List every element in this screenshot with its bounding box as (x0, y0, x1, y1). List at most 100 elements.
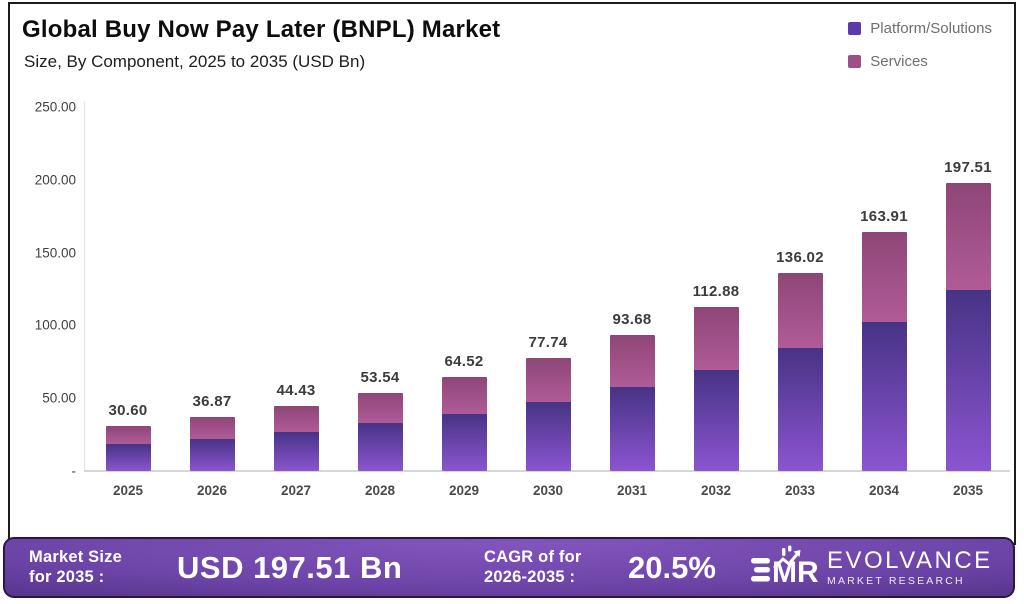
stacked-bar-2028 (357, 393, 403, 471)
bar-group-2031: 93.68 2031 (590, 107, 674, 498)
stacked-bar-2026 (189, 417, 235, 471)
page-title: Global Buy Now Pay Later (BNPL) Market (22, 16, 501, 43)
bar-value-label: 197.51 (944, 159, 992, 177)
stacked-bar-2034 (861, 232, 907, 471)
page-subtitle: Size, By Component, 2025 to 2035 (USD Bn… (24, 52, 366, 71)
legend-label: Services (870, 53, 928, 70)
bar-segment-services (441, 377, 487, 415)
y-tick-label: 150.00 (34, 245, 76, 261)
stacked-bar-2033 (777, 272, 823, 471)
bar-segment-platform (693, 370, 739, 471)
bar-value-label: 53.54 (360, 369, 400, 387)
bar-value-label: 64.52 (444, 353, 484, 371)
chart-card: Global Buy Now Pay Later (BNPL) Market S… (8, 2, 1016, 545)
bar-segment-services (105, 426, 151, 445)
bars-container: 30.60 2025 36.87 2026 44.43 2027 53.54 2028 64.5… (86, 107, 1010, 498)
legend-swatch-services (848, 55, 862, 68)
bar-segment-platform (273, 431, 319, 471)
x-axis-label-2031: 2031 (616, 483, 648, 498)
x-axis-label-2028: 2028 (364, 483, 396, 498)
x-axis-label-2027: 2027 (280, 483, 312, 498)
cagr-label-line1: CAGR of for (484, 547, 582, 566)
stacked-bar-2027 (273, 406, 319, 471)
y-axis-tick-labels: 250.00 200.00 150.00 100.00 50.00 - (10, 100, 76, 479)
bar-segment-platform (525, 401, 571, 471)
x-axis-baseline (84, 470, 1010, 472)
bar-segment-services (945, 183, 991, 291)
market-size-value: USD 197.51 Bn (177, 549, 403, 585)
market-size-label: Market Size for 2035 : (29, 548, 147, 588)
stacked-bar-2025 (105, 426, 151, 471)
legend-swatch-platform (848, 22, 862, 35)
brand-block: M R EVOLVANCE MARKET RESEARCH (750, 545, 993, 591)
bar-group-2027: 44.43 2027 (254, 107, 338, 498)
legend-item-services: Services (848, 53, 992, 70)
bar-segment-platform (945, 290, 991, 471)
bar-group-2029: 64.52 2029 (422, 107, 506, 498)
chart-legend: Platform/Solutions Services (848, 20, 992, 70)
brand-name: EVOLVANCE (827, 546, 993, 574)
bar-value-label: 93.68 (612, 310, 652, 328)
bar-segment-platform (105, 444, 151, 471)
market-size-label-line1: Market Size (29, 547, 122, 566)
bar-value-label: 112.88 (692, 282, 740, 300)
bar-segment-platform (777, 347, 823, 471)
cagr-value: 20.5% (628, 549, 716, 585)
stacked-bar-2032 (693, 306, 739, 471)
market-size-label-line2: for 2035 : (29, 567, 105, 586)
cagr-label: CAGR of for 2026-2035 : (484, 548, 606, 588)
bar-segment-services (777, 272, 823, 348)
bar-segment-platform (861, 321, 907, 471)
bar-segment-platform (357, 423, 403, 471)
legend-item-platform-solutions: Platform/Solutions (848, 20, 992, 37)
legend-label: Platform/Solutions (870, 20, 992, 37)
bar-segment-services (273, 406, 319, 432)
bar-value-label: 77.74 (528, 333, 568, 351)
y-tick-label: 100.00 (34, 317, 76, 333)
y-tick-label: 50.00 (42, 390, 76, 406)
bar-segment-platform (441, 414, 487, 471)
stats-banner: Market Size for 2035 : USD 197.51 Bn CAG… (3, 537, 1015, 598)
bar-group-2033: 136.02 2033 (758, 107, 842, 498)
bar-group-2035: 197.51 2035 (926, 107, 1010, 498)
svg-text:R: R (797, 556, 818, 589)
y-tick-label: - (71, 463, 77, 479)
bar-value-label: 163.91 (860, 208, 908, 226)
bar-group-2025: 30.60 2025 (86, 107, 170, 498)
bar-group-2034: 163.91 2034 (842, 107, 926, 498)
brand-subtitle: MARKET RESEARCH (827, 574, 965, 587)
y-tick-label: 200.00 (34, 172, 76, 188)
x-axis-label-2026: 2026 (196, 483, 228, 498)
x-axis-label-2030: 2030 (532, 483, 564, 498)
x-axis-label-2025: 2025 (112, 483, 144, 498)
bar-value-label: 36.87 (192, 393, 232, 411)
bar-value-label: 30.60 (108, 402, 148, 420)
bar-segment-platform (189, 438, 235, 471)
cagr-label-line2: 2026-2035 : (484, 567, 576, 586)
x-axis-label-2032: 2032 (700, 483, 732, 498)
x-axis-label-2033: 2033 (784, 483, 816, 498)
bar-group-2030: 77.74 2030 (506, 107, 590, 498)
stacked-bar-2035 (945, 183, 991, 471)
bar-group-2026: 36.87 2026 (170, 107, 254, 498)
plot-area: 250.00 200.00 150.00 100.00 50.00 - 30.60 2025… (10, 4, 1014, 543)
bar-value-label: 44.43 (276, 382, 316, 400)
emr-logo-icon: M R (751, 545, 818, 589)
x-axis-label-2029: 2029 (448, 483, 480, 498)
bar-segment-services (525, 357, 571, 402)
x-axis-label-2035: 2035 (952, 483, 984, 498)
y-axis-line (84, 102, 85, 471)
bar-segment-services (189, 417, 235, 439)
stacked-bar-2030 (525, 357, 571, 471)
bar-segment-services (693, 306, 739, 371)
bar-segment-services (609, 334, 655, 388)
x-axis-label-2034: 2034 (868, 483, 900, 498)
bar-segment-services (861, 232, 907, 322)
stacked-bar-2031 (609, 334, 655, 471)
stacked-bar-2029 (441, 377, 487, 471)
y-tick-label: 250.00 (34, 99, 76, 115)
bar-segment-services (357, 393, 403, 424)
bar-segment-platform (609, 387, 655, 471)
bar-group-2028: 53.54 2028 (338, 107, 422, 498)
